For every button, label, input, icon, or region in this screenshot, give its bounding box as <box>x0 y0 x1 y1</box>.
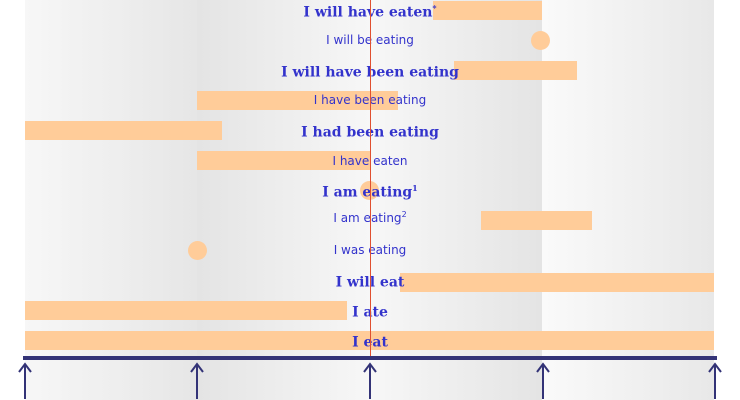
tick-arrow-icon <box>190 362 204 399</box>
point-will-be-eating <box>531 31 550 50</box>
bar-had-been-eating <box>25 121 222 140</box>
row-label: I am eating1 <box>322 183 418 201</box>
time-axis <box>23 356 717 360</box>
bar-have-been-eating <box>197 91 398 110</box>
point-am-eating <box>360 181 379 200</box>
tick-arrow-icon <box>708 362 722 399</box>
tick-arrow-icon <box>363 362 377 399</box>
tick-arrow-icon <box>536 362 550 399</box>
bar-will-have-been-eating <box>454 61 577 80</box>
point-was-eating <box>188 241 207 260</box>
bar-am-eating-2 <box>481 211 592 230</box>
present-moment-line <box>370 0 371 358</box>
bar-eat <box>25 331 714 350</box>
bar-have-eaten <box>197 151 370 170</box>
row-label: I will have eaten* <box>303 3 437 21</box>
bar-will-have-eaten <box>433 1 542 20</box>
row-label: I am eating2 <box>333 210 407 225</box>
bar-will-eat <box>400 273 714 292</box>
tick-arrow-icon <box>18 362 32 399</box>
bar-ate <box>25 301 347 320</box>
